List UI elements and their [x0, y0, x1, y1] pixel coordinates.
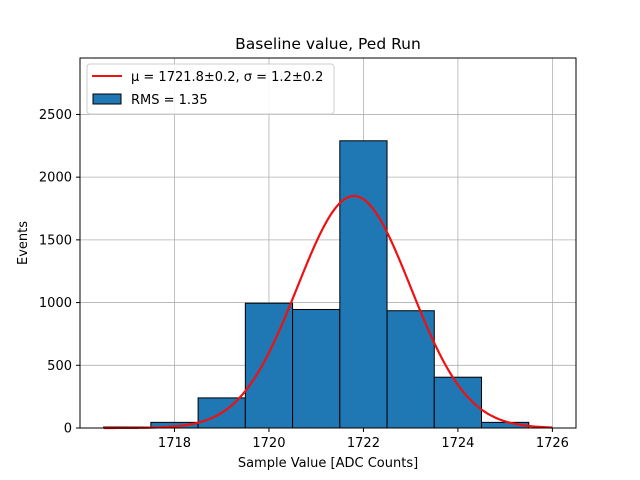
plot-frame [79, 57, 577, 429]
y-tick-label: 1000 [39, 296, 72, 311]
y-tick-label: 1500 [39, 233, 72, 248]
y-tick-label: 0 [64, 422, 72, 437]
x-tick-label: 1726 [536, 436, 569, 451]
y-axis-ticks: 0 500 1000 1500 2000 2500 [39, 108, 80, 437]
legend-box [86, 63, 335, 115]
histogram-bar [244, 302, 294, 429]
y-tick-label: 500 [47, 359, 72, 374]
gaussian-fit-line [103, 194, 553, 430]
histogram-bars [103, 140, 530, 429]
chart-title: Baseline value, Ped Run [235, 35, 421, 53]
x-axis-label: Sample Value [ADC Counts] [238, 456, 418, 471]
y-tick-label: 2500 [39, 108, 72, 123]
x-tick-label: 1720 [252, 436, 285, 451]
x-axis-ticks: 1718 1720 1722 1724 1726 [158, 428, 569, 451]
x-tick-label: 1724 [441, 436, 474, 451]
legend-fit-label: μ = 1721.8±0.2, σ = 1.2±0.2 [131, 70, 323, 85]
y-axis-label: Events [16, 221, 31, 265]
x-tick-label: 1722 [347, 436, 380, 451]
histogram-bar [292, 308, 341, 429]
y-tick-label: 2000 [39, 171, 72, 186]
histogram-bar [339, 140, 388, 429]
x-tick-label: 1718 [158, 436, 191, 451]
legend-rms-label: RMS = 1.35 [131, 93, 208, 108]
fit-curve-group [103, 194, 553, 430]
legend-bar-swatch [92, 93, 122, 105]
legend: μ = 1721.8±0.2, σ = 1.2±0.2 RMS = 1.35 [86, 63, 335, 115]
